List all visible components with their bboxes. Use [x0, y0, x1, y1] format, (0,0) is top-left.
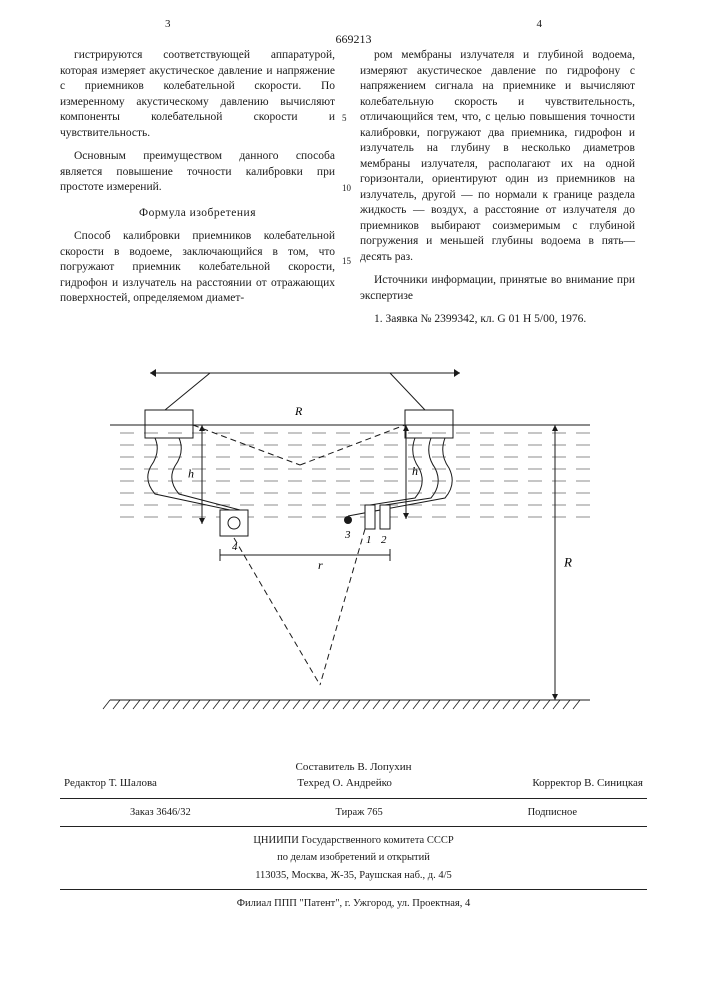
figure-svg: 4123RrhhR [90, 355, 610, 735]
branch-line: Филиал ППП "Патент", г. Ужгород, ул. Про… [60, 896, 647, 911]
svg-text:R: R [563, 555, 572, 570]
paragraph: гистрируются соответствующей аппаратурой… [60, 48, 335, 141]
paragraph: Способ калибровки приемников колебательн… [60, 229, 335, 307]
line-marker-5: 5 [342, 113, 347, 123]
divider [60, 798, 647, 799]
paragraph: Источники информации, принятые во вниман… [360, 273, 635, 304]
order-number: Заказ 3646/32 [130, 805, 191, 820]
divider [60, 826, 647, 827]
org-line: по делам изобретений и открытий [60, 850, 647, 865]
editor: Редактор Т. Шалова [64, 776, 157, 792]
compiler-line: Составитель В. Лопухин [60, 760, 647, 776]
svg-text:1: 1 [366, 534, 372, 546]
svg-text:3: 3 [344, 529, 351, 541]
paragraph: Основным преимуществом данного способа я… [60, 149, 335, 196]
techred: Техред О. Андрейко [297, 776, 392, 792]
svg-text:h: h [188, 467, 194, 481]
line-marker-15: 15 [342, 256, 351, 266]
svg-text:r: r [318, 558, 323, 572]
corrector: Корректор В. Синицкая [532, 776, 643, 792]
line-marker-10: 10 [342, 183, 351, 193]
figure: 4123RrhhR [90, 355, 610, 735]
subscribed: Подписное [528, 805, 577, 820]
patent-number: 669213 [336, 32, 372, 47]
right-column: ром мембраны излучателя и глубиной водое… [360, 48, 635, 336]
org-line: ЦНИИПИ Государственного комитета СССР [60, 833, 647, 848]
page-number-right: 4 [537, 18, 543, 30]
formula-heading: Формула изобретения [60, 206, 335, 222]
page-number-left: 3 [165, 18, 171, 30]
imprint-block: Составитель В. Лопухин Редактор Т. Шалов… [60, 760, 647, 911]
tirage: Тираж 765 [335, 805, 382, 820]
svg-text:h: h [412, 464, 418, 478]
svg-text:R: R [294, 404, 303, 418]
paragraph: ром мембраны излучателя и глубиной водое… [360, 48, 635, 265]
paragraph: 1. Заявка № 2399342, кл. G 01 H 5/00, 19… [360, 312, 635, 328]
svg-text:2: 2 [381, 534, 387, 546]
address-line: 113035, Москва, Ж-35, Раушская наб., д. … [60, 868, 647, 883]
left-column: гистрируются соответствующей аппаратурой… [60, 48, 335, 315]
divider [60, 889, 647, 890]
